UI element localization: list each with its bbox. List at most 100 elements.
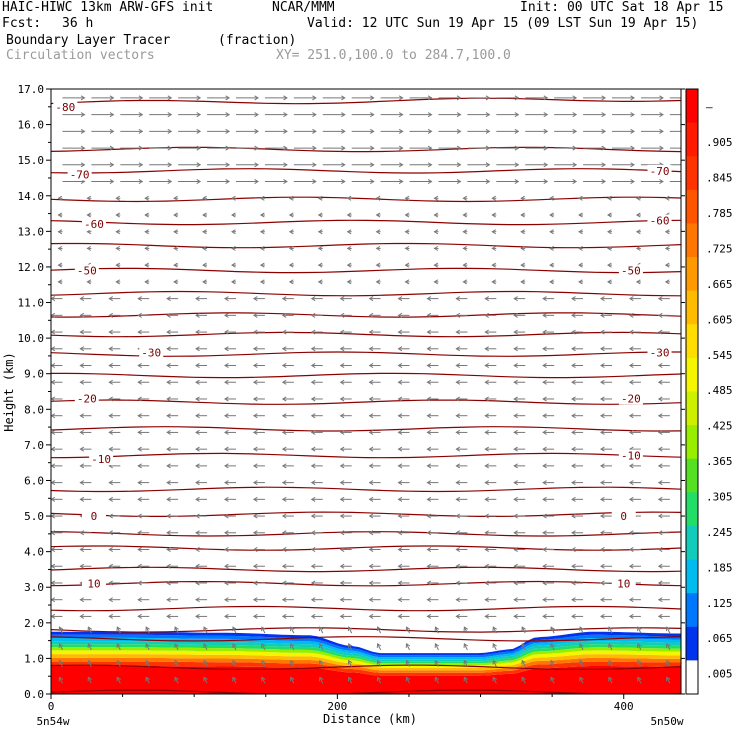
wind-vector	[607, 279, 612, 285]
wind-vector	[520, 212, 526, 218]
contour-label-bg	[74, 392, 99, 405]
wind-vector	[664, 195, 670, 201]
wind-vector	[542, 613, 555, 619]
tracer-band-0	[51, 666, 681, 694]
wind-vector	[264, 128, 288, 134]
wind-vector	[224, 563, 236, 569]
wind-vector	[397, 346, 410, 352]
colorbar-label: .605	[706, 313, 733, 326]
wind-vector	[281, 530, 294, 536]
wind-vector	[657, 563, 670, 569]
wind-vector	[492, 643, 497, 651]
wind-vector	[174, 626, 179, 634]
wind-vector	[628, 530, 641, 536]
wind-vector	[207, 179, 231, 185]
wind-vector	[426, 480, 439, 486]
wind-vector	[252, 312, 265, 318]
tracer-band-6	[51, 644, 681, 664]
wind-vector	[144, 195, 150, 201]
wind-vector	[149, 112, 173, 118]
wind-vector	[264, 145, 288, 151]
wind-vector	[108, 329, 121, 335]
wind-vector	[281, 379, 294, 385]
wind-vector	[513, 613, 526, 619]
wind-vector	[628, 463, 641, 469]
wind-vector	[231, 229, 236, 235]
wind-vector	[116, 643, 121, 651]
wind-vector	[484, 296, 497, 302]
isotherm-line	[51, 97, 681, 105]
wind-vector	[380, 128, 404, 134]
wind-vector	[173, 195, 179, 201]
wind-vector	[293, 128, 317, 134]
wind-vector	[657, 480, 670, 486]
wind-vector	[611, 145, 635, 151]
wind-vector	[281, 329, 294, 335]
contour-label: -10	[621, 450, 641, 463]
wind-vector	[484, 379, 497, 385]
tracer-band-5	[51, 647, 681, 666]
wind-vector	[542, 563, 555, 569]
y-tick-label: 11.0	[18, 297, 45, 310]
wind-vector	[397, 413, 410, 419]
wind-vector	[438, 162, 462, 168]
wind-vector	[463, 643, 469, 651]
wind-vector	[224, 329, 236, 335]
wind-vector	[542, 530, 555, 536]
wind-vector	[513, 296, 526, 302]
wind-vector	[195, 413, 208, 419]
wind-vector	[339, 363, 352, 369]
wind-vector	[144, 245, 150, 251]
wind-vector	[120, 128, 144, 134]
wind-vector	[232, 643, 237, 651]
wind-vector	[310, 580, 323, 586]
wind-vector	[657, 413, 670, 419]
wind-vector	[108, 413, 121, 419]
contour-label: 0	[620, 510, 627, 523]
colorbar-label: .485	[706, 384, 733, 397]
valid-time: Valid: 12 UTC Sun 19 Apr 15 (09 LST Sun …	[307, 16, 699, 31]
y-tick-label: 4.0	[24, 546, 44, 559]
colorbar-swatch	[686, 324, 698, 359]
wind-vector	[571, 446, 584, 452]
wind-vector	[409, 95, 433, 101]
field-name: Boundary Layer Tracer	[6, 33, 171, 48]
wind-vector	[173, 229, 179, 235]
wind-vector	[600, 613, 612, 619]
wind-vector	[195, 379, 208, 385]
wind-vector	[252, 597, 265, 603]
wind-vector	[640, 95, 664, 101]
wind-vector	[521, 626, 526, 634]
wind-vector	[252, 346, 265, 352]
wind-vector	[252, 446, 265, 452]
wind-vector	[195, 597, 208, 603]
wind-vector	[62, 162, 86, 168]
contour-label-bg	[611, 510, 636, 523]
wind-vector	[281, 296, 294, 302]
isotherm-line	[51, 372, 681, 379]
colorbar-label: .125	[706, 597, 733, 610]
wind-vector	[178, 128, 202, 134]
contour-label: -60	[650, 215, 670, 228]
wind-vector	[397, 396, 410, 402]
isotherm-line	[51, 242, 681, 249]
wind-vector	[202, 262, 208, 268]
wind-vector	[520, 195, 526, 201]
wind-vector	[462, 279, 468, 285]
wind-vector	[51, 429, 63, 435]
wind-vector	[166, 413, 179, 419]
wind-vector	[542, 496, 555, 502]
wind-vector	[281, 346, 294, 352]
wind-vector	[166, 396, 179, 402]
wind-vector	[542, 547, 555, 553]
isotherm-line	[51, 399, 681, 405]
wind-vector	[405, 659, 411, 667]
wind-vector	[252, 429, 265, 435]
wind-vector	[491, 262, 497, 268]
wind-vector	[207, 95, 231, 101]
wind-vector	[513, 379, 526, 385]
wind-vector	[351, 112, 375, 118]
wind-vector	[657, 429, 670, 435]
wind-vector	[404, 195, 410, 201]
wind-vector	[310, 597, 323, 603]
